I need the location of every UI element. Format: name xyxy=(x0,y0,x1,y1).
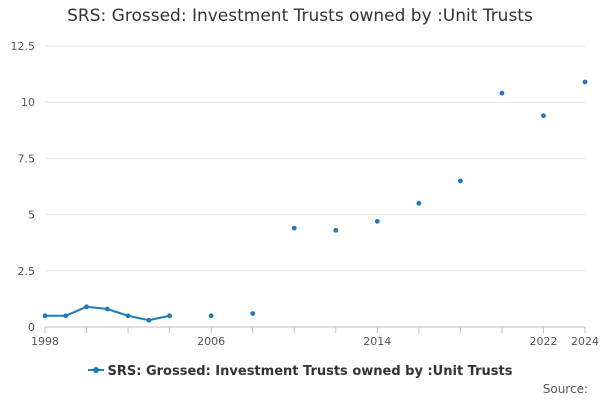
data-point[interactable] xyxy=(84,304,89,310)
grid-layer xyxy=(45,45,585,328)
source-label: Source: xyxy=(542,382,588,396)
data-point[interactable] xyxy=(499,90,505,96)
data-point[interactable] xyxy=(250,311,256,316)
y-tick-label: 12.5 xyxy=(11,40,36,53)
data-point[interactable] xyxy=(374,218,380,224)
data-point[interactable] xyxy=(416,200,422,206)
chart-title: SRS: Grossed: Investment Trusts owned by… xyxy=(67,6,533,26)
x-tick-label: 2024 xyxy=(571,335,599,348)
data-point[interactable] xyxy=(457,178,463,184)
data-point[interactable] xyxy=(104,306,110,312)
data-point[interactable] xyxy=(333,227,339,233)
data-point[interactable] xyxy=(125,313,131,319)
data-point[interactable] xyxy=(291,225,297,231)
y-tick-label: 7.5 xyxy=(18,152,36,165)
x-tick-label: 2006 xyxy=(197,335,225,348)
data-point[interactable] xyxy=(42,313,48,319)
x-tick-label: 1998 xyxy=(31,335,59,348)
x-tick-label: 2014 xyxy=(363,335,391,348)
series-layer xyxy=(42,79,588,323)
y-tick-label: 2.5 xyxy=(18,265,36,278)
data-point[interactable] xyxy=(167,313,173,319)
data-point[interactable] xyxy=(63,313,69,319)
x-tick-label: 2022 xyxy=(529,335,557,348)
data-point[interactable] xyxy=(146,317,152,323)
legend-line-icon xyxy=(87,366,104,373)
legend-label: SRS: Grossed: Investment Trusts owned by… xyxy=(107,364,513,379)
y-tick-label: 10 xyxy=(21,96,35,109)
legend[interactable]: SRS: Grossed: Investment Trusts owned by… xyxy=(0,364,600,379)
data-point[interactable] xyxy=(541,113,546,119)
axis-layer: 0 2.5 5 7.5 10 12.5 1998 2006 2014 2022 2024 xyxy=(11,40,600,348)
y-tick-label: 0 xyxy=(28,321,35,334)
data-point[interactable] xyxy=(208,313,214,319)
y-tick-label: 5 xyxy=(28,209,35,222)
data-point[interactable] xyxy=(582,79,588,85)
